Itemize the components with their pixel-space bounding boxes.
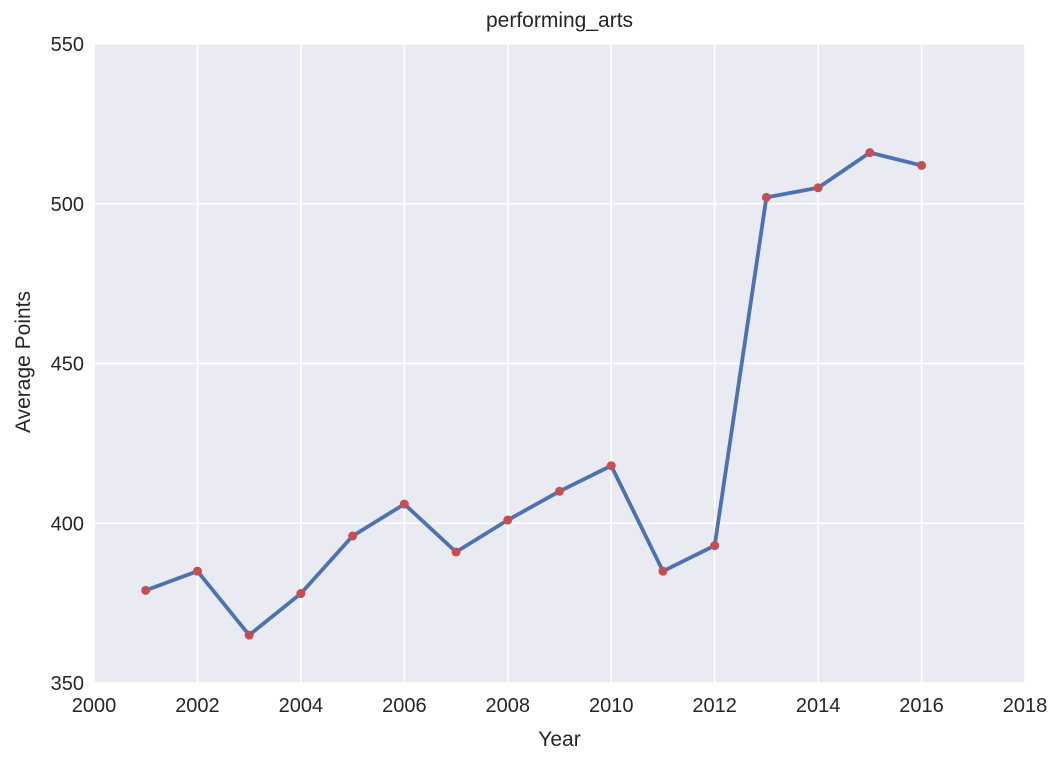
y-tick-label: 500 (51, 194, 84, 216)
data-point-2007 (451, 547, 461, 557)
data-point-2010 (606, 461, 616, 471)
x-tick-label: 2006 (382, 695, 427, 717)
data-point-2008 (503, 515, 513, 525)
y-tick-label: 400 (51, 513, 84, 535)
data-point-2004 (296, 589, 306, 599)
chart-title: performing_arts (485, 9, 634, 32)
x-tick-label: 2004 (279, 695, 324, 717)
data-point-2016 (917, 160, 927, 170)
y-axis-label: Average Points (12, 290, 35, 434)
data-point-2015 (865, 148, 875, 158)
y-tick-label: 550 (51, 34, 84, 56)
data-point-2014 (813, 183, 823, 193)
data-point-2001 (141, 585, 151, 595)
data-line (143, 150, 924, 637)
x-tick-label: 2016 (899, 695, 944, 717)
data-point-2005 (348, 531, 358, 541)
data-point-2002 (192, 566, 202, 576)
x-tick-label: 2008 (486, 695, 531, 717)
y-tick-label: 450 (51, 354, 84, 376)
data-point-2006 (399, 499, 409, 509)
x-axis-label: Year (538, 728, 581, 751)
data-point-2012 (710, 541, 720, 551)
data-point-2011 (658, 566, 668, 576)
x-tick-label: 2012 (692, 695, 737, 717)
x-tick-label: 2018 (1003, 695, 1048, 717)
data-point-2009 (555, 486, 564, 496)
data-point-2013 (761, 192, 771, 202)
x-tick-label: 2010 (589, 695, 634, 717)
x-tick-label: 2002 (175, 695, 220, 717)
x-tick-label: 2000 (72, 695, 117, 717)
data-point-2003 (244, 630, 254, 640)
x-tick-label: 2014 (796, 695, 841, 717)
y-tick-label: 350 (51, 673, 84, 695)
